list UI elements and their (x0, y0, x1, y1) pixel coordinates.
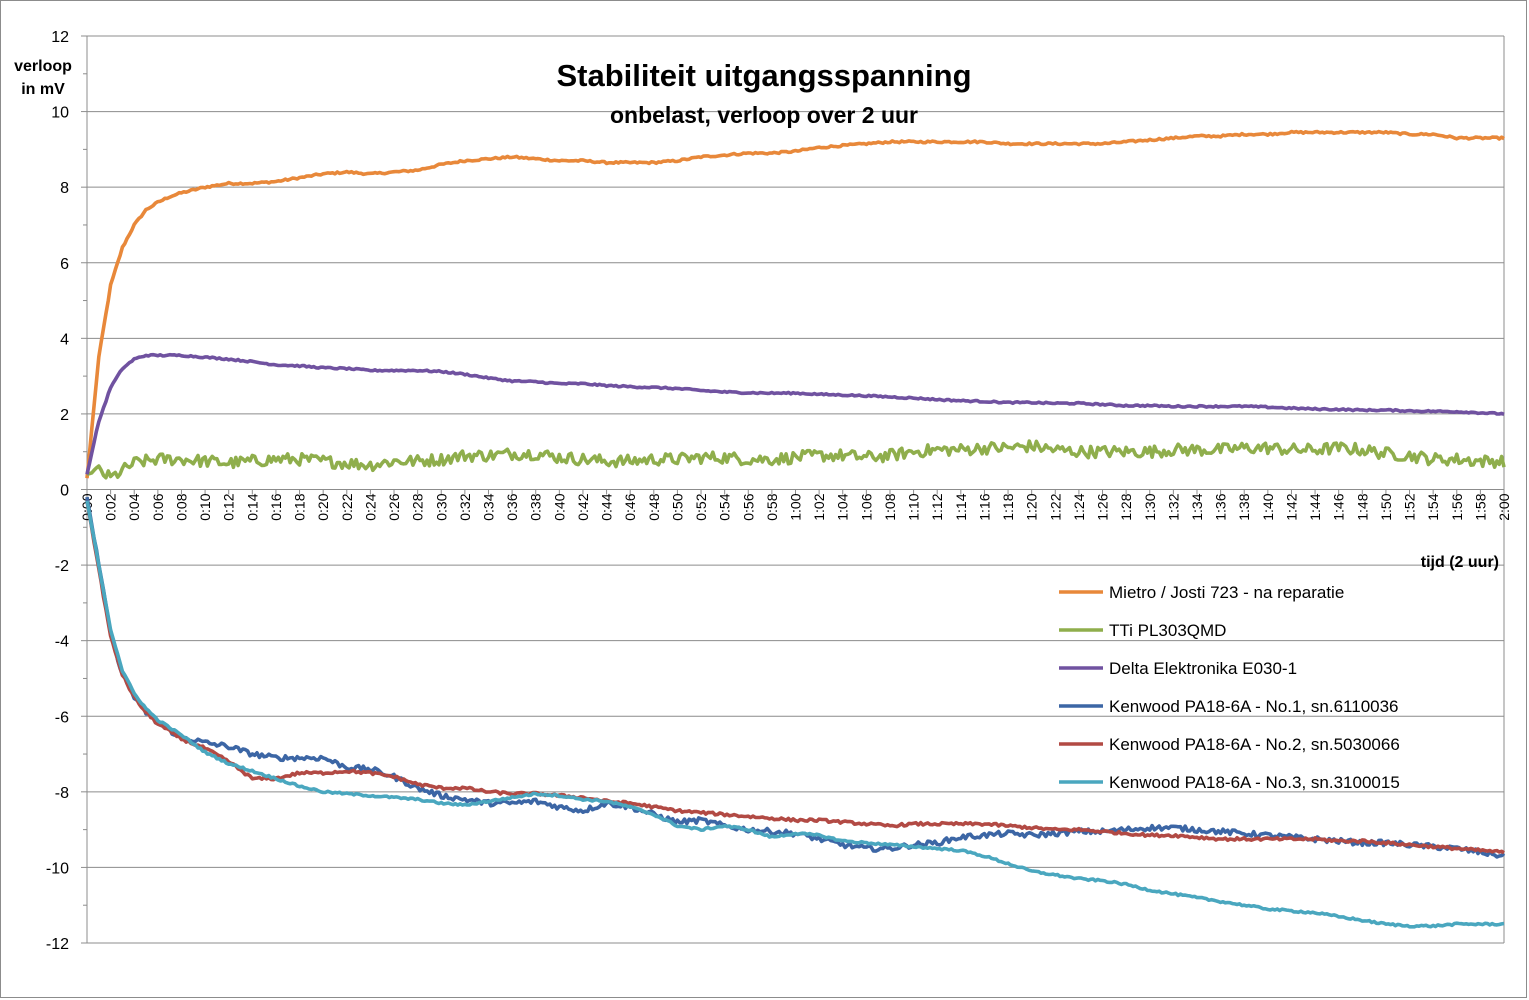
x-tick-label: 1:40 (1260, 493, 1276, 520)
x-tick-label: 1:24 (1071, 493, 1087, 520)
x-tick-label: 0:22 (339, 493, 355, 520)
legend-label-mietro-josti: Mietro / Josti 723 - na reparatie (1109, 583, 1344, 602)
series-line-kenwood-no3 (85, 500, 1505, 929)
y-tick-label: -12 (46, 936, 69, 953)
x-tick-label: 1:34 (1189, 493, 1205, 520)
x-tick-label: 0:30 (433, 493, 449, 520)
y-tick-label: 0 (60, 483, 69, 500)
x-tick-label: 1:28 (1118, 493, 1134, 520)
y-tick-label: 8 (60, 180, 69, 197)
legend-label-tti-pl303qmd: TTi PL303QMD (1109, 621, 1226, 640)
x-tick-label: 0:02 (103, 493, 119, 520)
x-tick-label: 1:32 (1165, 493, 1181, 520)
x-tick-label: 2:00 (1496, 493, 1512, 520)
x-tick-label: 0:14 (244, 493, 260, 520)
x-tick-label: 1:46 (1331, 493, 1347, 520)
x-tick-label: 0:06 (150, 493, 166, 520)
x-tick-label: 1:00 (788, 493, 804, 520)
x-tick-label: 0:20 (315, 493, 331, 520)
y-axis-label-line1: verloop (14, 58, 72, 75)
legend-label-delta-elektronika: Delta Elektronika E030-1 (1109, 659, 1297, 678)
x-tick-label: 0:56 (740, 493, 756, 520)
x-tick-label: 1:48 (1354, 493, 1370, 520)
x-tick-label: 1:44 (1307, 493, 1323, 520)
x-tick-label: 0:46 (622, 493, 638, 520)
x-tick-label: 0:52 (693, 493, 709, 520)
y-tick-label: 10 (51, 105, 69, 122)
x-tick-label: 0:38 (528, 493, 544, 520)
x-tick-label: 1:22 (1047, 493, 1063, 520)
x-tick-label: 1:08 (882, 493, 898, 520)
x-tick-label: 0:24 (362, 493, 378, 520)
y-tick-label: -6 (55, 709, 69, 726)
x-tick-label: 1:18 (1000, 493, 1016, 520)
series-line-mietro-josti (85, 129, 1505, 479)
legend: Mietro / Josti 723 - na reparatie TTi PL3… (1059, 583, 1400, 792)
x-tick-label: 0:42 (575, 493, 591, 520)
x-tick-label: 0:48 (646, 493, 662, 520)
x-tick-label: 1:42 (1283, 493, 1299, 520)
x-tick-label: 0:40 (551, 493, 567, 520)
y-tick-label: 2 (60, 407, 69, 424)
x-tick-label: 0:44 (599, 493, 615, 520)
x-tick-label: 1:26 (1095, 493, 1111, 520)
x-tick-label: 1:14 (953, 493, 969, 520)
y-tick-label: -10 (46, 860, 69, 877)
x-tick-label: 1:12 (929, 493, 945, 520)
x-tick-label: 1:38 (1236, 493, 1252, 520)
x-tick-label: 0:32 (457, 493, 473, 520)
x-tick-label: 1:04 (835, 493, 851, 520)
y-tick-label: -2 (55, 558, 69, 575)
series-line-tti-pl303qmd (86, 439, 1506, 480)
x-tick-label: 1:56 (1449, 493, 1465, 520)
x-tick-label: 1:50 (1378, 493, 1394, 520)
series-line-kenwood-no2 (85, 500, 1505, 855)
y-tick-label: 12 (51, 29, 69, 46)
series-line-delta-elektronika (85, 352, 1505, 475)
x-tick-label: 1:20 (1024, 493, 1040, 520)
chart-subtitle: onbelast, verloop over 2 uur (610, 102, 918, 128)
x-tick-label: 0:16 (268, 493, 284, 520)
x-tick-label: 0:18 (292, 493, 308, 520)
x-tick-label: 1:02 (811, 493, 827, 520)
y-axis-label-line2: in mV (21, 81, 65, 98)
x-tick-label: 1:36 (1213, 493, 1229, 520)
x-tick-label: 0:50 (669, 493, 685, 520)
x-tick-label: 0:28 (410, 493, 426, 520)
y-tick-label: -8 (55, 785, 69, 802)
x-tick-label: 1:30 (1142, 493, 1158, 520)
x-tick-label: 0:36 (504, 493, 520, 520)
x-tick-label: 1:58 (1472, 493, 1488, 520)
x-tick-label: 0:34 (480, 493, 496, 520)
legend-label-kenwood-no2: Kenwood PA18-6A - No.2, sn.5030066 (1109, 735, 1400, 754)
y-tick-label: 4 (60, 331, 69, 348)
legend-label-kenwood-no1: Kenwood PA18-6A - No.1, sn.6110036 (1109, 697, 1399, 716)
x-tick-label: 1:16 (976, 493, 992, 520)
legend-label-kenwood-no3: Kenwood PA18-6A - No.3, sn.3100015 (1109, 773, 1400, 792)
x-tick-label: 0:12 (221, 493, 237, 520)
x-tick-label: 1:54 (1425, 493, 1441, 520)
series-lines (85, 129, 1506, 929)
x-tick-label: 0:08 (173, 493, 189, 520)
x-axis-label: tijd (2 uur) (1421, 554, 1499, 571)
chart-title: Stabiliteit uitgangsspanning (556, 58, 971, 93)
x-tick-label: 0:26 (386, 493, 402, 520)
x-tick-label: 1:10 (906, 493, 922, 520)
x-tick-label: 1:06 (858, 493, 874, 520)
y-tick-label: -4 (55, 634, 69, 651)
x-tick-label: 0:54 (717, 493, 733, 520)
x-tick-label: 1:52 (1402, 493, 1418, 520)
y-tick-label: 6 (60, 256, 69, 273)
x-tick-label: 0:58 (764, 493, 780, 520)
x-tick-label: 0:04 (126, 493, 142, 520)
x-tick-label: 0:10 (197, 493, 213, 520)
